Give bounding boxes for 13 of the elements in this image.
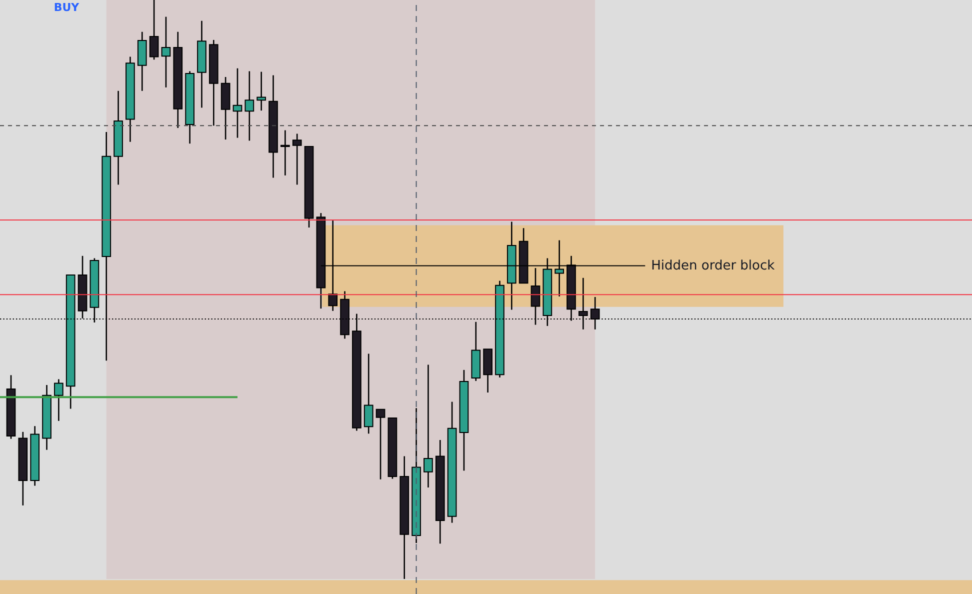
candlestick xyxy=(161,16,171,88)
candlestick xyxy=(54,378,64,422)
candlestick xyxy=(256,71,266,112)
candlestick xyxy=(232,68,242,138)
candlestick xyxy=(424,364,433,488)
candlestick xyxy=(376,408,386,480)
candlestick xyxy=(292,133,302,186)
candlestick xyxy=(364,353,374,434)
candlestick xyxy=(244,70,254,142)
ref-line-label: Hidden order block xyxy=(651,258,776,274)
candlestick xyxy=(149,0,159,60)
candlestick xyxy=(280,130,290,176)
annotation: BUY xyxy=(54,1,80,14)
